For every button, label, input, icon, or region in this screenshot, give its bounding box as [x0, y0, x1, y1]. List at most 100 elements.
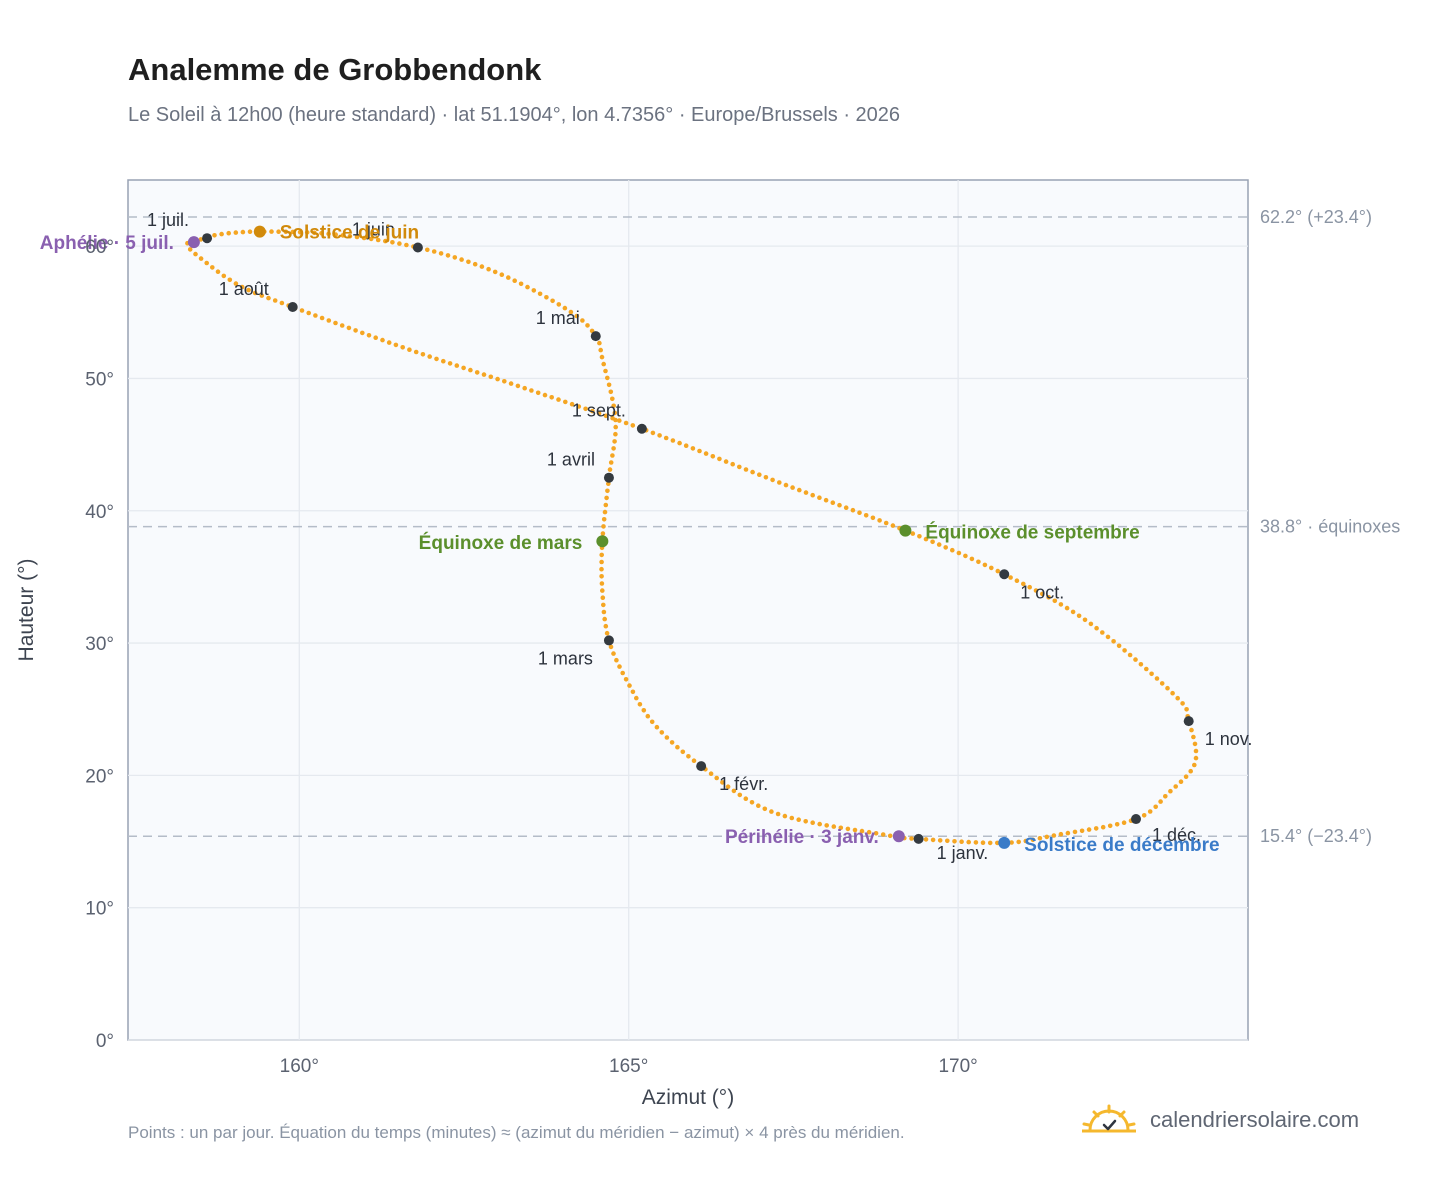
daily-point — [1076, 613, 1082, 619]
daily-point — [852, 827, 858, 833]
daily-point — [600, 531, 606, 536]
daily-point — [550, 298, 555, 304]
daily-point — [1127, 652, 1133, 658]
month-marker[interactable] — [590, 331, 601, 342]
month-marker[interactable] — [287, 302, 298, 313]
month-marker-label: 1 mai — [536, 308, 580, 328]
daily-point — [612, 439, 617, 444]
daily-point — [568, 309, 574, 315]
daily-point — [763, 475, 769, 480]
daily-point — [1191, 734, 1196, 740]
daily-point — [413, 349, 419, 355]
daily-point — [313, 313, 318, 318]
daily-point — [326, 318, 332, 323]
daily-point — [556, 302, 562, 307]
daily-point — [1170, 690, 1175, 696]
brand-name[interactable]: calendriersolaire.com — [1150, 1107, 1360, 1132]
daily-point — [620, 670, 625, 676]
daily-point — [562, 305, 568, 311]
daily-point — [1023, 838, 1029, 844]
reference-lines: 62.2° (+23.4°) 38.8° · équinoxes 15.4° (−2… — [128, 207, 1400, 846]
month-marker[interactable] — [636, 423, 647, 434]
daily-point — [576, 404, 582, 409]
month-marker[interactable] — [696, 761, 707, 772]
daily-point — [973, 840, 979, 845]
daily-point — [522, 385, 527, 391]
footnote: Points : un par jour. Équation du temps … — [128, 1123, 905, 1142]
daily-point — [683, 443, 689, 449]
daily-point — [198, 237, 204, 242]
daily-point — [583, 406, 588, 412]
daily-point — [297, 229, 303, 235]
daily-point — [1183, 774, 1189, 779]
daily-point — [937, 838, 943, 843]
daily-point — [601, 361, 606, 367]
daily-point — [599, 552, 604, 558]
daily-point — [486, 266, 491, 272]
event-marker[interactable] — [998, 836, 1011, 849]
event-marker[interactable] — [596, 535, 609, 548]
daily-point — [597, 340, 602, 346]
month-marker[interactable] — [913, 833, 924, 844]
month-marker[interactable] — [603, 635, 614, 646]
daily-point — [468, 367, 473, 373]
event-marker[interactable] — [253, 225, 266, 238]
daily-point — [247, 229, 253, 234]
daily-point — [1065, 830, 1071, 836]
y-tick-label: 10° — [85, 899, 114, 920]
event-label: Équinoxe de septembre — [925, 522, 1139, 544]
month-marker[interactable] — [1183, 716, 1194, 727]
daily-point — [830, 500, 836, 506]
daily-point — [837, 502, 842, 508]
event-label: Périhélie · 3 janv. — [725, 827, 879, 848]
y-tick-label: 30° — [85, 634, 114, 655]
month-marker[interactable] — [412, 242, 423, 253]
reference-line-label: 62.2° (+23.4°) — [1260, 207, 1372, 227]
daily-point — [691, 758, 697, 763]
y-tick-label: 60° — [85, 237, 114, 258]
daily-point — [743, 796, 749, 801]
daily-point — [1193, 755, 1199, 761]
daily-point — [762, 806, 768, 812]
daily-point — [680, 749, 686, 755]
month-marker[interactable] — [1131, 814, 1141, 825]
daily-point — [756, 803, 761, 808]
daily-point — [1121, 820, 1127, 825]
daily-point — [645, 713, 651, 719]
y-tick-label: 50° — [85, 369, 114, 390]
daily-point — [400, 345, 406, 350]
event-label: Solstice de juin — [280, 223, 419, 244]
month-marker-label: 1 déc. — [1152, 825, 1201, 845]
daily-point — [1058, 602, 1064, 607]
daily-point — [1116, 643, 1122, 649]
daily-point — [777, 480, 782, 485]
daily-point — [650, 430, 656, 436]
daily-point — [610, 396, 615, 402]
daily-point — [252, 290, 258, 296]
brand[interactable]: calendriersolaire.com — [1082, 1104, 1359, 1136]
daily-point — [824, 823, 829, 828]
event-marker[interactable] — [892, 830, 905, 843]
daily-point — [982, 562, 988, 568]
x-axis-label: Azimut (°) — [642, 1086, 734, 1109]
daily-point — [495, 376, 500, 382]
daily-point — [1100, 630, 1105, 635]
daily-point — [233, 230, 239, 235]
daily-point — [1144, 666, 1149, 672]
daily-point — [1122, 648, 1127, 653]
month-marker[interactable] — [202, 233, 213, 244]
daily-point — [670, 438, 676, 443]
daily-point — [717, 456, 722, 462]
daily-point — [610, 453, 615, 458]
daily-point — [246, 287, 251, 293]
month-marker[interactable] — [999, 569, 1010, 580]
month-marker[interactable] — [603, 472, 614, 483]
month-marker-label: 1 avril — [547, 450, 595, 470]
daily-point — [353, 328, 358, 333]
daily-point — [1147, 809, 1153, 814]
daily-point — [221, 273, 227, 279]
event-marker[interactable] — [899, 524, 912, 537]
daily-point — [769, 809, 774, 814]
daily-point — [1093, 826, 1099, 831]
event-marker[interactable] — [187, 236, 200, 249]
